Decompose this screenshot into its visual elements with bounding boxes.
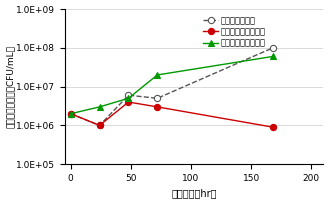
X-axis label: 培養時間（hr）: 培養時間（hr） xyxy=(171,188,217,198)
分離した菌株を接種 xyxy=(69,112,73,115)
乳酸菌接種なし xyxy=(126,94,130,96)
乳酸菌接種なし xyxy=(271,47,275,49)
Line: 乳酸菌接種なし: 乳酸菌接種なし xyxy=(67,45,276,129)
分離した菌株を接種 xyxy=(126,101,130,103)
Y-axis label: 大腸菌の生菌数（CFU/mL）: 大腸菌の生菌数（CFU/mL） xyxy=(6,45,14,128)
分離した菌株を接種 xyxy=(155,106,159,108)
Line: 分離した菌株を接種: 分離した菌株を接種 xyxy=(67,99,276,130)
植物性乳酸菌を接種 xyxy=(98,106,102,108)
分離した菌株を接種 xyxy=(98,124,102,127)
乳酸菌接種なし xyxy=(155,97,159,100)
Line: 植物性乳酸菌を接種: 植物性乳酸菌を接種 xyxy=(67,53,276,117)
Legend: 乳酸菌接種なし, 分離した菌株を接種, 植物性乳酸菌を接種: 乳酸菌接種なし, 分離した菌株を接種, 植物性乳酸菌を接種 xyxy=(203,16,266,48)
植物性乳酸菌を接種 xyxy=(271,55,275,58)
植物性乳酸菌を接種 xyxy=(69,112,73,115)
乳酸菌接種なし xyxy=(69,112,73,115)
植物性乳酸菌を接種 xyxy=(126,97,130,100)
植物性乳酸菌を接種 xyxy=(155,74,159,76)
分離した菌株を接種 xyxy=(271,126,275,128)
乳酸菌接種なし xyxy=(98,124,102,127)
